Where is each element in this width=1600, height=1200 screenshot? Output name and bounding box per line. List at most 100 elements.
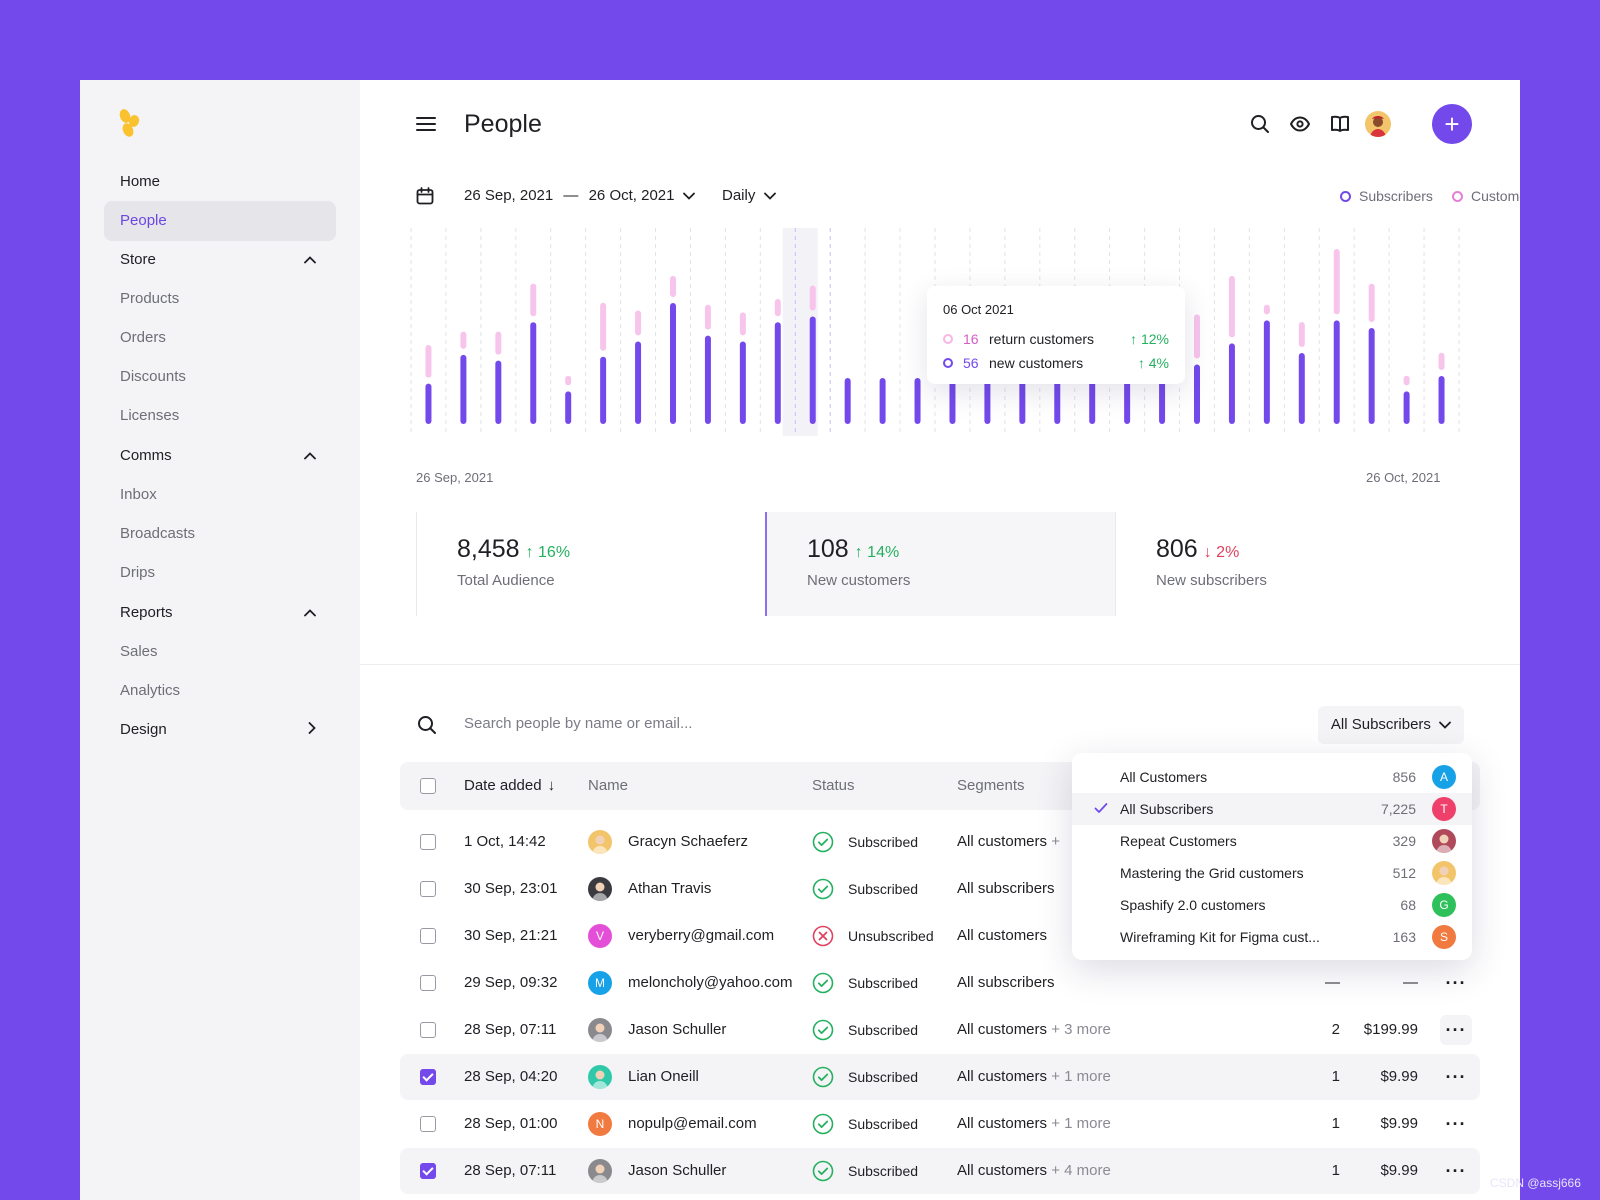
person-name[interactable]: Lian Oneill — [628, 1068, 699, 1085]
more-actions-icon[interactable]: ··· — [1445, 1114, 1467, 1134]
bar-subscribers[interactable] — [1403, 391, 1410, 424]
sidebar-item-products[interactable]: Products — [104, 279, 336, 319]
dropdown-item[interactable]: All Subscribers 7,225 T — [1072, 793, 1472, 825]
segment-more[interactable]: + 3 more — [1051, 1021, 1111, 1038]
segment-filter-button[interactable]: All Subscribers — [1318, 706, 1464, 744]
row-checkbox[interactable] — [420, 975, 436, 991]
add-person-button[interactable]: + — [1432, 104, 1472, 144]
bar-subscribers[interactable] — [1194, 364, 1200, 424]
bar-customers[interactable] — [460, 331, 467, 349]
column-status[interactable]: Status — [812, 777, 855, 794]
table-row[interactable]: 28 Sep, 07:11 Jason Schuller Subscribed All… — [400, 1148, 1480, 1194]
sidebar-item-reports[interactable]: Reports — [104, 593, 336, 633]
person-name[interactable]: veryberry@gmail.com — [628, 927, 775, 944]
dropdown-item[interactable]: All Customers 856 A — [1072, 761, 1472, 793]
bar-subscribers[interactable] — [425, 383, 432, 424]
sidebar-item-people[interactable]: People — [104, 201, 336, 241]
bar-subscribers[interactable] — [460, 354, 467, 424]
search-icon[interactable] — [1248, 112, 1272, 136]
bar-subscribers[interactable] — [670, 303, 676, 424]
bar-customers[interactable] — [1194, 314, 1200, 359]
more-actions-icon[interactable]: ··· — [1445, 973, 1467, 993]
stat-card[interactable]: 806 ↓ 2% New subscribers — [1115, 512, 1464, 616]
bar-subscribers[interactable] — [1228, 343, 1235, 424]
sidebar-item-sales[interactable]: Sales — [104, 632, 336, 672]
bar-customers[interactable] — [704, 304, 711, 330]
dropdown-item[interactable]: Mastering the Grid customers 512 — [1072, 857, 1472, 889]
date-range-picker[interactable]: 26 Sep, 2021 — 26 Oct, 2021 — [464, 186, 695, 206]
bar-customers[interactable] — [1263, 304, 1270, 315]
bar-subscribers[interactable] — [635, 341, 642, 424]
column-date-added[interactable]: Date added ↓ — [464, 777, 556, 794]
select-all-checkbox[interactable] — [420, 778, 436, 794]
sidebar-item-store[interactable]: Store — [104, 240, 336, 280]
search-icon[interactable] — [416, 714, 438, 736]
bar-subscribers[interactable] — [704, 335, 711, 424]
row-checkbox[interactable] — [420, 1022, 436, 1038]
more-actions-icon[interactable]: ··· — [1440, 1015, 1472, 1045]
bar-subscribers[interactable] — [565, 391, 572, 424]
more-actions-icon[interactable]: ··· — [1445, 1161, 1467, 1181]
more-actions-icon[interactable]: ··· — [1445, 1067, 1467, 1087]
sidebar-item-comms[interactable]: Comms — [104, 436, 336, 476]
bar-customers[interactable] — [809, 285, 816, 311]
table-row[interactable]: 1 Oct, 14:42 Gracyn Schaeferz Subscribed Al… — [400, 819, 1480, 865]
sidebar-item-analytics[interactable]: Analytics — [104, 671, 336, 711]
sidebar-item-broadcasts[interactable]: Broadcasts — [104, 514, 336, 554]
sidebar-item-design[interactable]: Design — [104, 710, 336, 750]
person-name[interactable]: nopulp@email.com — [628, 1115, 757, 1132]
bar-subscribers[interactable] — [739, 341, 746, 424]
segment-more[interactable]: + 1 more — [1051, 1115, 1111, 1132]
bar-subscribers[interactable] — [984, 378, 991, 424]
bar-subscribers[interactable] — [809, 316, 816, 424]
bar-subscribers[interactable] — [949, 378, 956, 424]
chevron-up-icon[interactable] — [304, 593, 316, 633]
bar-subscribers[interactable] — [1263, 320, 1270, 424]
row-checkbox[interactable] — [420, 928, 436, 944]
bar-customers[interactable] — [1368, 283, 1375, 322]
bar-customers[interactable] — [600, 302, 607, 351]
bar-customers[interactable] — [774, 298, 781, 317]
person-name[interactable]: meloncholy@yahoo.com — [628, 974, 793, 991]
segment-more[interactable]: + — [1051, 833, 1060, 850]
menu-icon[interactable] — [414, 112, 438, 136]
bar-subscribers[interactable] — [1019, 378, 1026, 424]
avatar[interactable] — [1365, 111, 1391, 137]
table-row[interactable]: 28 Sep, 07:11 Jason Schuller Subscribed All… — [400, 1007, 1480, 1053]
bar-customers[interactable] — [425, 345, 432, 378]
chevron-up-icon[interactable] — [304, 240, 316, 280]
sidebar-item-discounts[interactable]: Discounts — [104, 357, 336, 397]
bar-customers[interactable] — [1298, 322, 1305, 347]
bar-customers[interactable] — [739, 312, 746, 336]
row-checkbox[interactable] — [420, 881, 436, 897]
bar-customers[interactable] — [565, 375, 572, 386]
logo-icon[interactable] — [116, 108, 144, 138]
stat-card[interactable]: 108 ↑ 14% New customers — [765, 512, 1115, 616]
sidebar-item-inbox[interactable]: Inbox — [104, 475, 336, 515]
bar-customers[interactable] — [1438, 352, 1445, 370]
bar-customers[interactable] — [1228, 275, 1235, 338]
row-checkbox[interactable] — [420, 1116, 436, 1132]
eye-icon[interactable] — [1288, 112, 1312, 136]
table-row[interactable]: 28 Sep, 04:20 Lian Oneill Subscribed All cu… — [400, 1054, 1480, 1100]
person-name[interactable]: Jason Schuller — [628, 1162, 727, 1179]
bar-subscribers[interactable] — [774, 322, 781, 424]
segment-more[interactable]: + 1 more — [1051, 1068, 1111, 1085]
bar-customers[interactable] — [495, 331, 502, 355]
column-segments[interactable]: Segments — [957, 777, 1025, 794]
bar-customers[interactable] — [1333, 249, 1340, 315]
bar-customers[interactable] — [1403, 375, 1410, 386]
sidebar-item-orders[interactable]: Orders — [104, 318, 336, 358]
bar-subscribers[interactable] — [1333, 320, 1340, 424]
person-name[interactable]: Jason Schuller — [628, 1021, 727, 1038]
row-checkbox[interactable] — [420, 1069, 436, 1085]
column-name[interactable]: Name — [588, 777, 629, 794]
dropdown-item[interactable]: Repeat Customers 329 — [1072, 825, 1472, 857]
row-checkbox[interactable] — [420, 1163, 436, 1179]
bar-subscribers[interactable] — [1298, 352, 1305, 424]
stat-card[interactable]: 8,458 ↑ 16% Total Audience — [416, 512, 765, 616]
bar-customers[interactable] — [635, 310, 642, 336]
